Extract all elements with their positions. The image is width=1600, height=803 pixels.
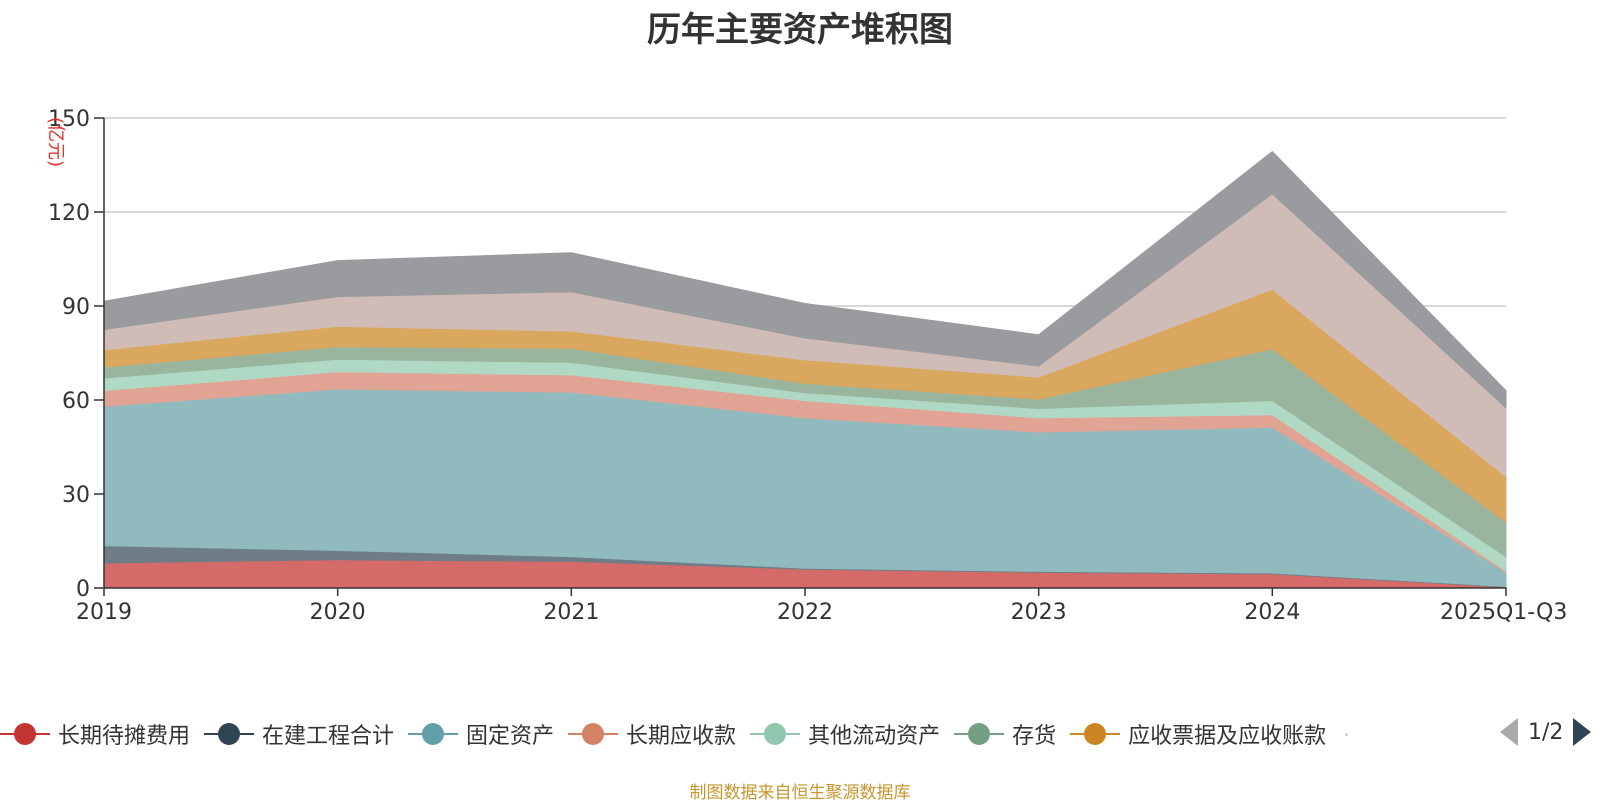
legend-item[interactable]: 应收票据及应收账款: [1070, 718, 1326, 750]
legend-dot: [764, 723, 787, 745]
legend-item[interactable]: 存货: [954, 718, 1056, 750]
legend-dot: [422, 723, 445, 745]
legend-item[interactable]: 长期应收款: [568, 718, 736, 750]
legend-dot: [218, 723, 241, 745]
axis-layer: 0 30 60 90 120 150 2019 2020 2021 2022 2023 2024 202…: [45, 107, 1567, 625]
legend-marker-icon: [568, 721, 619, 747]
legend-item[interactable]: 固定资产: [408, 718, 554, 750]
legend-item[interactable]: 在建工程合计: [204, 718, 394, 750]
legend-dot: [14, 723, 36, 745]
y-tick-label: 60: [62, 389, 90, 414]
legend-item[interactable]: 长期待摊费用: [0, 718, 190, 750]
legend-marker-icon: [1070, 721, 1121, 747]
x-tick-label: 2021: [543, 600, 599, 625]
legend-label: 固定资产: [466, 724, 555, 749]
legend-item[interactable]: 其他流动资产: [750, 718, 940, 750]
legend-label: 存货: [1012, 724, 1057, 749]
legend-marker-icon: [954, 721, 1005, 747]
area-layer: [103, 150, 1507, 589]
pager-next-icon[interactable]: [1573, 718, 1592, 746]
legend-label: 长期应收款: [626, 724, 737, 749]
y-tick-label: 90: [62, 295, 90, 320]
x-tick-label: 2024: [1244, 600, 1300, 625]
legend-ellipsis: ·: [1344, 724, 1350, 744]
legend: 长期待摊费用 在建工程合计 固定资产 长期应收款 其他流动资产: [0, 716, 1369, 752]
legend-marker-icon: [0, 721, 50, 747]
legend-dot: [582, 723, 605, 745]
y-tick-label: 0: [76, 577, 90, 602]
legend-marker-icon: [204, 721, 255, 747]
y-axis-unit-label: (亿元): [45, 117, 66, 167]
legend-dot: [968, 723, 991, 745]
legend-pager: 1/2: [1500, 718, 1592, 746]
x-tick-label: 2019: [76, 600, 132, 625]
x-tick-label: 2020: [310, 600, 366, 625]
x-tick-label: 2025Q1-Q3: [1440, 600, 1567, 625]
y-tick-label: 120: [48, 201, 90, 226]
x-tick-label: 2023: [1011, 600, 1067, 625]
y-tick-label: 150: [48, 107, 90, 132]
pager-indicator: 1/2: [1528, 719, 1564, 745]
chart-title: 历年主要资产堆积图: [647, 10, 953, 50]
legend-label: 其他流动资产: [808, 724, 941, 749]
chart-plot: 0 30 60 90 120 150 2019 2020 2021 2022 2023 2024 202…: [45, 107, 1567, 625]
x-tick-label: 2022: [777, 600, 833, 625]
source-note: 制图数据来自恒生聚源数据库: [689, 783, 911, 803]
legend-dot: [1084, 723, 1107, 745]
legend-marker-icon: [750, 721, 801, 747]
y-tick-label: 30: [62, 483, 90, 508]
area-series: [103, 150, 1507, 409]
pager-prev-icon[interactable]: [1500, 718, 1518, 746]
legend-label: 在建工程合计: [262, 724, 395, 749]
legend-label: 应收票据及应收账款: [1128, 724, 1327, 749]
legend-marker-icon: [408, 721, 459, 747]
legend-label: 长期待摊费用: [58, 724, 191, 749]
